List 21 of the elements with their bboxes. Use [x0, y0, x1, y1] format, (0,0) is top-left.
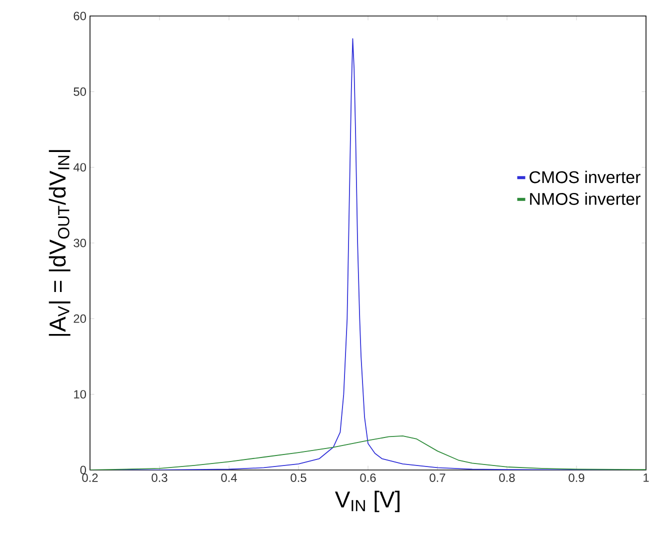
line-series	[90, 435, 646, 470]
x-tick-label: 1	[644, 474, 649, 482]
x-tick-label: 0.2	[82, 474, 98, 482]
y-axis-title: |A$_{V}$| = |dV$_{OUT}$/dV$_{IN}$|	[48, 150, 70, 336]
x-tick-label: 0.4	[221, 474, 237, 482]
y-tick-label: 60	[74, 12, 86, 20]
y-tick-label: 40	[73, 163, 86, 172]
x-tick-label: 0.9	[568, 474, 584, 482]
x-tick-label: 0.3	[152, 474, 168, 482]
x-tick-label: 0.8	[499, 474, 515, 482]
x-axis-title: V$_{IN}$ [V]	[335, 490, 400, 512]
legend-label: CMOS inverter	[530, 170, 640, 184]
y-tick-label: 10	[74, 390, 86, 399]
x-tick-label: 0.7	[430, 474, 446, 482]
x-tick-label: 0.6	[360, 474, 376, 482]
y-tick-label: 0	[80, 466, 86, 474]
y-tick-label: 50	[74, 87, 86, 96]
y-tick-label: 20	[74, 314, 86, 323]
y-tick-label: 30	[74, 238, 86, 248]
legend-label: NMOS inverter	[530, 192, 640, 205]
x-tick-label: 0.5	[290, 474, 306, 482]
